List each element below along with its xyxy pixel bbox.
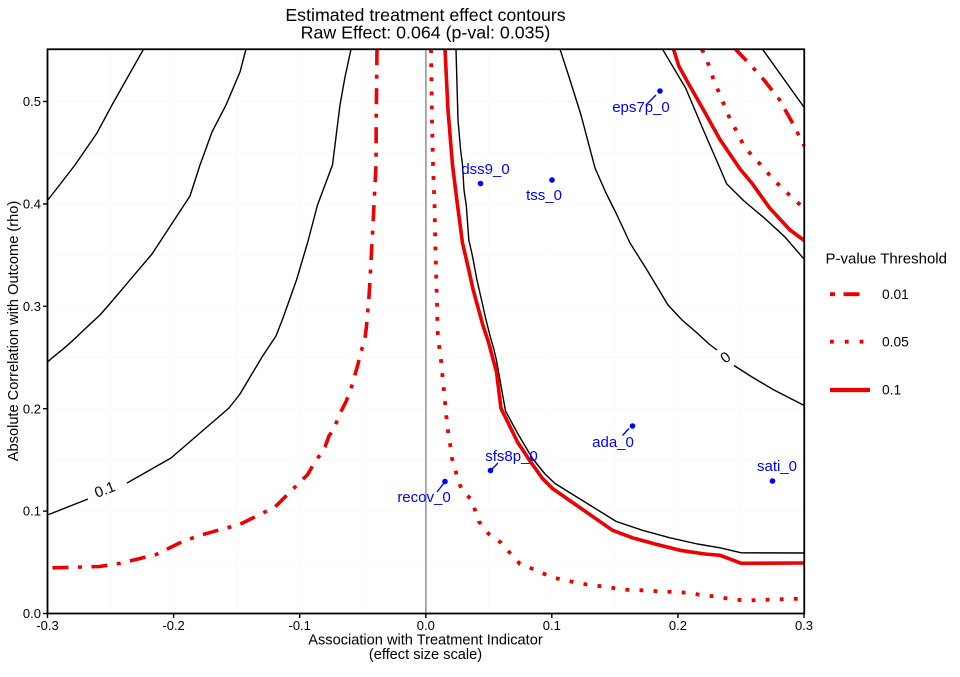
svg-text:0.4: 0.4 — [23, 197, 41, 212]
svg-text:Raw Effect: 0.064 (p-val: 0.03: Raw Effect: 0.064 (p-val: 0.035) — [301, 23, 551, 43]
svg-text:0.1: 0.1 — [882, 383, 901, 398]
svg-text:sfs8p_0: sfs8p_0 — [485, 448, 538, 465]
svg-text:Association with Treatment Ind: Association with Treatment Indicator — [308, 633, 543, 649]
svg-text:0.3: 0.3 — [23, 299, 41, 314]
svg-text:0.3: 0.3 — [795, 618, 813, 633]
svg-text:-0.1: -0.1 — [288, 618, 310, 633]
svg-text:Absolute Correlation with Outc: Absolute Correlation with Outcome (rho) — [6, 201, 22, 461]
svg-text:dss9_0: dss9_0 — [461, 161, 509, 178]
svg-text:eps7p_0: eps7p_0 — [612, 99, 670, 116]
svg-text:sati_0: sati_0 — [757, 458, 797, 475]
svg-text:0.1: 0.1 — [23, 504, 41, 519]
svg-text:0.0: 0.0 — [23, 606, 41, 621]
svg-text:P-value Threshold: P-value Threshold — [826, 251, 947, 268]
svg-text:0.0: 0.0 — [417, 618, 435, 633]
svg-text:0.05: 0.05 — [882, 335, 909, 350]
svg-text:-0.2: -0.2 — [162, 618, 184, 633]
svg-text:0.2: 0.2 — [669, 618, 687, 633]
svg-text:0.2: 0.2 — [23, 401, 41, 416]
svg-text:ada_0: ada_0 — [592, 434, 634, 451]
svg-text:tss_0: tss_0 — [526, 187, 562, 204]
svg-text:0.01: 0.01 — [882, 287, 909, 302]
svg-text:0.1: 0.1 — [543, 618, 561, 633]
svg-text:0.1: 0.1 — [92, 478, 118, 501]
svg-text:-0.3: -0.3 — [36, 618, 58, 633]
svg-text:Estimated treatment effect con: Estimated treatment effect contours — [285, 5, 565, 25]
svg-text:0.5: 0.5 — [23, 94, 41, 109]
svg-text:recov_0: recov_0 — [397, 489, 450, 506]
svg-text:(effect size scale): (effect size scale) — [369, 647, 482, 663]
